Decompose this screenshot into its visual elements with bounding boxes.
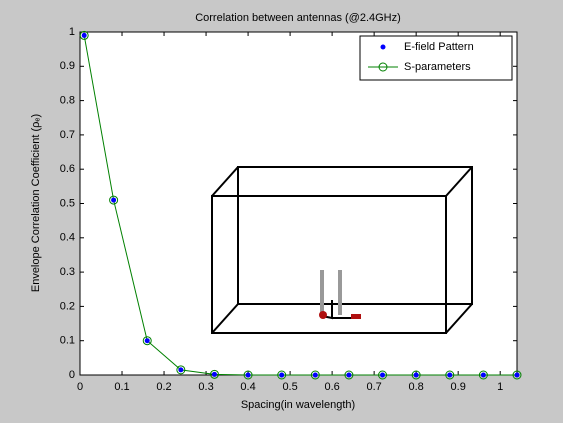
series-line xyxy=(83,35,517,376)
legend xyxy=(359,35,513,81)
point-marker xyxy=(176,365,186,375)
y-tick-label: 0.9 xyxy=(60,60,75,72)
legend-label: S-parameters xyxy=(404,61,471,73)
x-tick-label: 0.6 xyxy=(324,381,339,393)
point xyxy=(380,372,386,378)
point-marker xyxy=(478,370,488,380)
x-tick-label: 0.9 xyxy=(451,381,466,393)
y-tick-label: 1 xyxy=(69,26,75,38)
point xyxy=(480,372,486,378)
x-tick-label: 0.8 xyxy=(409,381,424,393)
y-tick-label: 0.3 xyxy=(60,266,75,278)
point-marker xyxy=(209,369,219,379)
plot-area xyxy=(79,31,518,376)
point-marker xyxy=(243,370,253,380)
y-tick-label: 0.7 xyxy=(60,129,75,141)
point-marker xyxy=(310,370,320,380)
point-marker xyxy=(109,195,119,205)
x-tick-label: 1 xyxy=(497,381,503,393)
y-tick-label: 0.2 xyxy=(60,300,75,312)
point xyxy=(245,372,251,378)
y-tick-label: 0.8 xyxy=(60,95,75,107)
x-tick-label: 0.4 xyxy=(240,381,255,393)
point xyxy=(144,338,150,344)
point-marker xyxy=(411,370,421,380)
point-marker xyxy=(277,370,287,380)
point xyxy=(346,372,352,378)
point-marker xyxy=(445,370,455,380)
point xyxy=(211,371,217,377)
y-tick-label: 0.4 xyxy=(60,232,75,244)
chart-title: Correlation between antennas (@2.4GHz) xyxy=(195,12,401,24)
point xyxy=(413,372,419,378)
x-tick-label: 0.1 xyxy=(114,381,129,393)
y-tick-label: 0.5 xyxy=(60,197,75,209)
point-marker xyxy=(378,370,388,380)
x-tick-label: 0.2 xyxy=(156,381,171,393)
point xyxy=(111,197,117,203)
x-tick-label: 0 xyxy=(77,381,83,393)
point-marker xyxy=(512,370,522,380)
point xyxy=(81,32,87,38)
point xyxy=(312,372,318,378)
y-axis-label: Envelope Correlation Coefficient (ρₑ) xyxy=(30,114,42,292)
point-marker xyxy=(142,336,152,346)
legend-label: E-field Pattern xyxy=(404,41,474,53)
legend-marker xyxy=(380,44,386,50)
point xyxy=(178,367,184,373)
y-tick-label: 0.6 xyxy=(60,163,75,175)
inset-antenna-box xyxy=(211,166,473,334)
x-tick-label: 0.7 xyxy=(366,381,381,393)
x-axis-label: Spacing(in wavelength) xyxy=(241,399,355,411)
x-tick-label: 0.5 xyxy=(282,381,297,393)
y-tick-label: 0 xyxy=(69,369,75,381)
y-tick-label: 0.1 xyxy=(60,335,75,347)
x-tick-label: 0.3 xyxy=(198,381,213,393)
point xyxy=(447,372,453,378)
point xyxy=(514,372,520,378)
legend-marker xyxy=(378,62,388,72)
point-marker xyxy=(344,370,354,380)
point-marker xyxy=(79,30,89,40)
point xyxy=(279,372,285,378)
